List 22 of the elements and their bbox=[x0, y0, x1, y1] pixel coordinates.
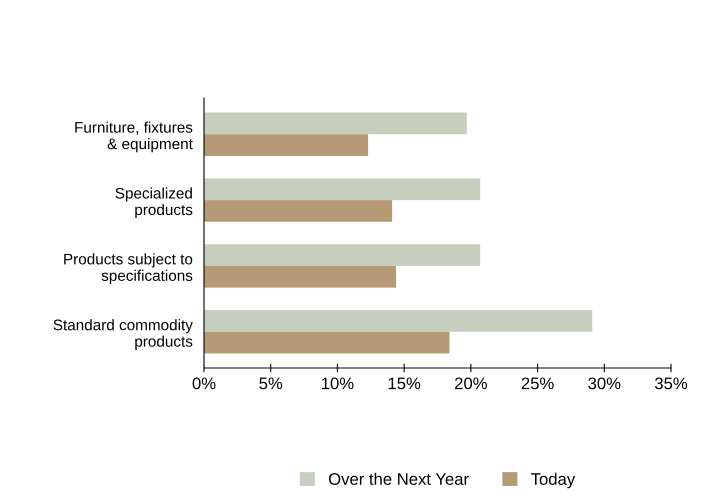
bar bbox=[204, 266, 396, 288]
x-tick-label: 0% bbox=[192, 377, 216, 390]
y-tick-label: Specialized products bbox=[115, 187, 192, 218]
x-tick-label: 35% bbox=[654, 377, 688, 390]
bar bbox=[204, 178, 480, 200]
bar bbox=[204, 244, 480, 266]
x-tick-label: 5% bbox=[259, 378, 282, 390]
x-tick-label: 25% bbox=[522, 377, 554, 390]
x-tick-label: 20% bbox=[455, 377, 487, 390]
bar bbox=[204, 332, 450, 354]
legend-label: Over the Next Year bbox=[328, 472, 469, 485]
legend-label: Today bbox=[531, 472, 576, 488]
bar bbox=[204, 310, 592, 332]
x-tick-label: 30% bbox=[588, 377, 620, 390]
bar bbox=[204, 200, 392, 222]
x-tick-label: 10% bbox=[322, 377, 354, 390]
y-tick-label: Furniture, fixtures & equipment bbox=[75, 122, 193, 152]
y-tick-label: Standard commodity products bbox=[53, 319, 193, 350]
bar bbox=[204, 134, 368, 156]
x-tick-label: 15% bbox=[388, 378, 420, 390]
bar bbox=[204, 112, 467, 134]
y-tick-label: Products subject to specifications bbox=[64, 253, 192, 284]
